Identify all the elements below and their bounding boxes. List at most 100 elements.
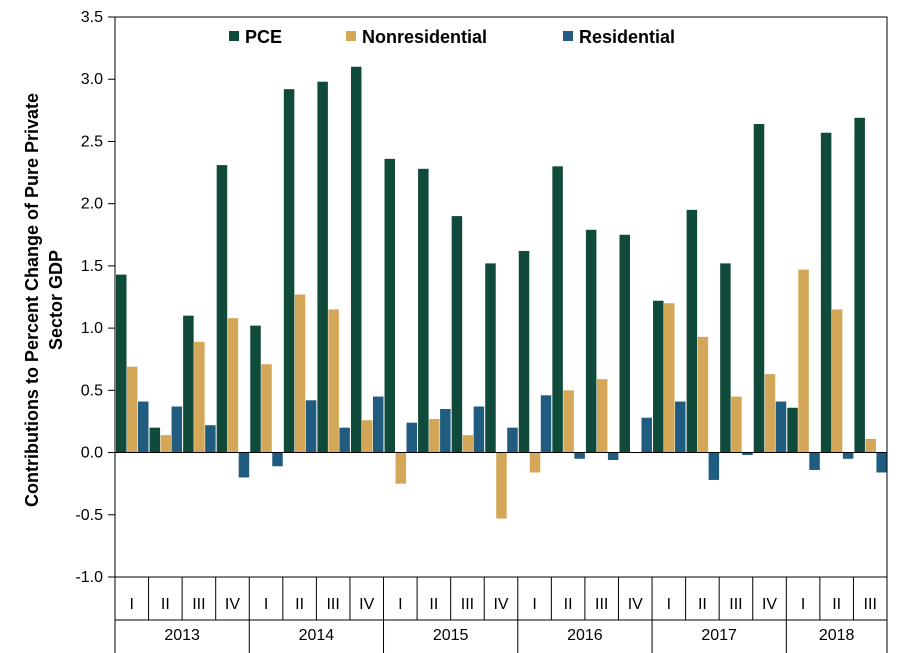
bar-residential — [171, 406, 183, 453]
bar-residential — [339, 427, 350, 453]
legend-label-pce: PCE — [245, 27, 282, 47]
quarter-label: I — [398, 596, 402, 613]
quarter-label: IV — [225, 596, 240, 613]
bar-nonresidential — [831, 309, 843, 453]
quarter-label: III — [729, 596, 742, 613]
legend: PCE Nonresidential Residential — [229, 27, 675, 47]
bar-nonresidential — [261, 364, 272, 453]
bar-nonresidential — [294, 294, 306, 453]
bar-pce — [518, 250, 530, 453]
y-tick-label: 3.5 — [81, 9, 103, 26]
bar-pce — [451, 216, 463, 453]
y-axis-title: Contributions to Percent Change of Pure … — [22, 93, 66, 507]
bar-residential — [507, 427, 518, 453]
quarter-label: II — [161, 596, 170, 613]
bar-pce — [653, 300, 664, 453]
bar-residential — [809, 452, 820, 470]
quarter-label: IV — [762, 596, 777, 613]
bar-pce — [552, 166, 563, 453]
bar-residential — [372, 396, 384, 453]
bar-residential — [641, 417, 652, 453]
bar-nonresidential — [563, 390, 574, 453]
bar-residential — [272, 452, 283, 467]
quarter-label: II — [429, 596, 438, 613]
bar-nonresidential — [496, 452, 507, 519]
bar-nonresidential — [395, 452, 407, 484]
bar-residential — [708, 452, 720, 480]
bar-pce — [350, 66, 362, 453]
year-label: 2016 — [567, 627, 603, 644]
bar-residential — [440, 409, 451, 453]
bar-pce — [250, 325, 261, 453]
y-axis-title-line-1: Contributions to Percent Change of Pure … — [22, 93, 42, 507]
bar-pce — [116, 274, 127, 453]
bar-nonresidential — [160, 435, 172, 453]
quarter-label: III — [192, 596, 205, 613]
bar-residential — [406, 422, 418, 453]
bar-nonresidential — [731, 396, 742, 453]
bar-pce — [854, 117, 865, 453]
bar-nonresidential — [361, 420, 373, 453]
y-tick-label: 1.5 — [81, 258, 103, 275]
bar-pce — [753, 124, 765, 453]
year-label: 2013 — [164, 627, 200, 644]
bar-nonresidential — [596, 379, 608, 453]
year-label: 2015 — [433, 627, 469, 644]
bar-pce — [485, 263, 496, 453]
bar-pce — [720, 263, 731, 453]
year-label: 2017 — [701, 627, 737, 644]
quarter-label: I — [667, 596, 671, 613]
bar-nonresidential — [227, 318, 239, 453]
quarter-label: III — [595, 596, 608, 613]
quarter-label: IV — [493, 596, 508, 613]
y-tick-label: -0.5 — [75, 507, 103, 524]
quarter-label: II — [295, 596, 304, 613]
bar-pce — [787, 407, 798, 453]
y-tick-label: 0.0 — [81, 445, 103, 462]
y-tick-label: 2.0 — [81, 196, 103, 213]
quarter-label: I — [264, 596, 268, 613]
y-tick-label: 0.5 — [81, 382, 103, 399]
y-axis-title-line-2: Sector GDP — [46, 250, 66, 350]
bar-nonresidential — [127, 366, 138, 453]
quarter-label: III — [461, 596, 474, 613]
bar-pce — [384, 158, 396, 453]
bar-residential — [305, 400, 317, 453]
quarter-label: III — [864, 596, 877, 613]
bar-pce — [585, 229, 597, 453]
quarter-label: IV — [359, 596, 374, 613]
y-tick-label: 2.5 — [81, 133, 103, 150]
quarter-label: I — [130, 596, 134, 613]
bar-pce — [216, 165, 228, 453]
bar-nonresidential — [429, 418, 440, 453]
bar-nonresidential — [697, 336, 709, 453]
quarter-label: I — [801, 596, 805, 613]
y-axis-ticks: -1.0 -0.5 0.0 0.5 1.0 1.5 2.0 2.5 3.0 3.5 — [75, 9, 115, 586]
bar-residential — [540, 395, 552, 453]
bar-pce — [619, 234, 630, 453]
bar-residential — [675, 401, 686, 453]
legend-swatch-nonresidential — [346, 31, 356, 41]
bar-pce — [317, 81, 328, 453]
quarter-label: II — [832, 596, 841, 613]
legend-swatch-pce — [229, 31, 239, 41]
bar-nonresidential — [462, 435, 474, 453]
bar-residential — [742, 452, 753, 456]
bar-residential — [138, 401, 149, 453]
bar-nonresidential — [194, 341, 205, 453]
bars — [115, 66, 887, 519]
bar-pce — [418, 168, 429, 453]
y-tick-label: 1.0 — [81, 320, 103, 337]
bar-residential — [205, 425, 216, 453]
y-tick-label: 3.0 — [81, 71, 103, 88]
bar-nonresidential — [764, 374, 776, 453]
bar-residential — [775, 401, 787, 453]
bar-nonresidential — [328, 309, 339, 453]
bar-nonresidential — [664, 303, 675, 453]
plot-frame — [114, 16, 888, 578]
bar-pce — [149, 427, 161, 453]
bar-pce — [283, 89, 295, 453]
legend-label-nonresidential: Nonresidential — [362, 27, 487, 47]
